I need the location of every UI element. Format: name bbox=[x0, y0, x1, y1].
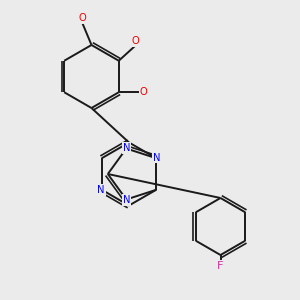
Text: N: N bbox=[123, 195, 130, 205]
Text: O: O bbox=[79, 13, 86, 23]
Text: F: F bbox=[217, 261, 224, 272]
Text: O: O bbox=[131, 36, 139, 46]
Text: O: O bbox=[140, 87, 148, 97]
Text: N: N bbox=[98, 185, 105, 195]
Text: N: N bbox=[152, 153, 160, 163]
Text: N: N bbox=[123, 143, 130, 153]
